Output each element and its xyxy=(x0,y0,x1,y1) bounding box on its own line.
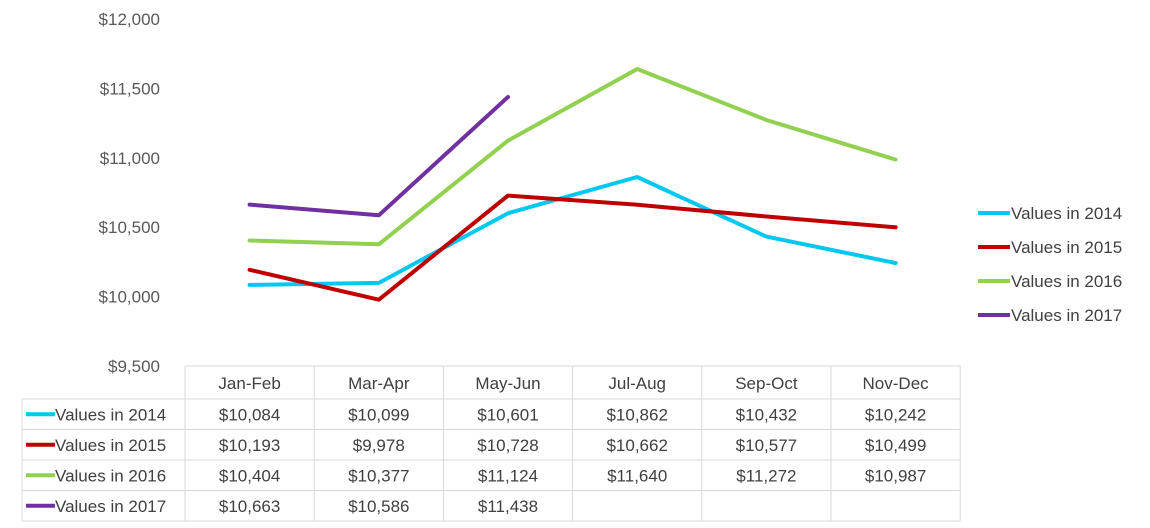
table-cell-value: $10,577 xyxy=(736,436,797,455)
table-cell-value: $11,124 xyxy=(478,466,538,485)
y-axis: $9,500 $10,000 $10,500 $11,000 $11,500 $12,00… xyxy=(99,10,160,376)
x-category-label: Jul-Aug xyxy=(608,374,666,393)
table-cell-value: $11,438 xyxy=(478,497,538,516)
legend-label: Values in 2014 xyxy=(1011,204,1122,223)
series-line-4 xyxy=(247,95,510,218)
y-tick-label: $11,000 xyxy=(100,149,160,168)
x-category-label: Mar-Apr xyxy=(348,374,410,393)
legend-label: Values in 2016 xyxy=(1011,272,1122,291)
table-cell-value: $10,242 xyxy=(865,405,926,424)
table-cell-value: $10,987 xyxy=(865,466,926,485)
series-line-3 xyxy=(247,67,898,247)
data-table: Jan-Feb Mar-Apr May-Jun Jul-Aug Sep-Oct Nov-D… xyxy=(21,365,961,522)
x-category-label: May-Jun xyxy=(475,374,540,393)
table-row-header: Values in 2015 xyxy=(55,436,166,455)
table-cell-value: $10,404 xyxy=(219,466,280,485)
table-cell-value: $10,432 xyxy=(736,405,797,424)
table-cell-value: $11,272 xyxy=(736,466,796,485)
table-cell-value: $10,084 xyxy=(219,405,280,424)
table-cell-value: $10,499 xyxy=(865,436,926,455)
table-cell-value: $10,099 xyxy=(348,405,409,424)
y-tick-label: $10,500 xyxy=(99,218,160,237)
table-row-header: Values in 2014 xyxy=(55,405,166,424)
x-category-label: Sep-Oct xyxy=(735,374,798,393)
table-cell-value: $10,663 xyxy=(219,497,280,516)
series-line-1 xyxy=(247,175,898,287)
y-tick-label: $10,000 xyxy=(99,288,160,307)
table-cell-value: $10,862 xyxy=(606,405,667,424)
table-cell-value: $10,377 xyxy=(348,466,409,485)
x-category-label: Nov-Dec xyxy=(863,374,930,393)
table-cell-value: $10,601 xyxy=(477,405,538,424)
table-cell-value: $10,586 xyxy=(348,497,409,516)
legend: Values in 2014 Values in 2015 Values in 20… xyxy=(978,204,1122,325)
table-cell-value: $10,728 xyxy=(477,436,538,455)
table-row-header: Values in 2016 xyxy=(55,466,166,485)
plot-area xyxy=(247,67,898,302)
table-cell-value: $10,662 xyxy=(606,436,667,455)
y-tick-label: $12,000 xyxy=(99,10,160,29)
y-tick-label: $9,500 xyxy=(108,357,160,376)
legend-label: Values in 2015 xyxy=(1011,238,1122,257)
legend-label: Values in 2017 xyxy=(1011,306,1122,325)
table-cell-value: $11,640 xyxy=(607,466,667,485)
table-cell-value: $10,193 xyxy=(219,436,280,455)
x-category-label: Jan-Feb xyxy=(218,374,280,393)
table-row-header: Values in 2017 xyxy=(55,497,166,516)
y-tick-label: $11,500 xyxy=(100,79,160,98)
series-line-2 xyxy=(247,193,898,302)
table-cell-value: $9,978 xyxy=(353,436,405,455)
